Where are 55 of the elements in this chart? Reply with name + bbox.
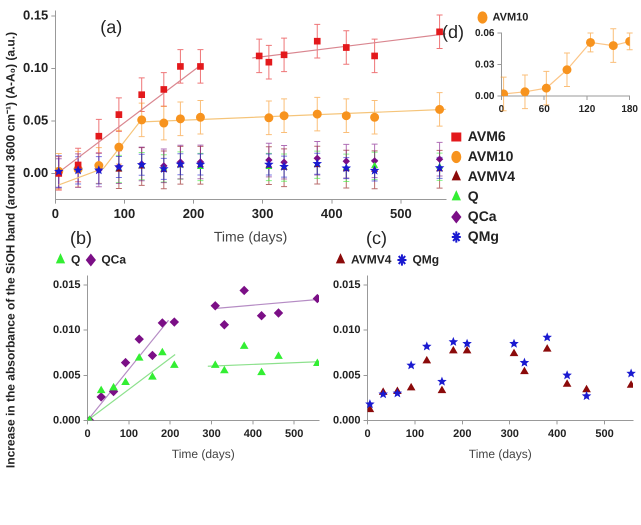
legend-label: Q (71, 252, 80, 266)
x-tick-label: 100 (114, 206, 136, 221)
y-tick-label: 0.06 (474, 28, 495, 39)
x-axis-title: Time (days) (214, 228, 288, 244)
legend-label: QCa (468, 208, 497, 224)
x-tick-label: 500 (285, 428, 304, 440)
x-tick-label: 400 (244, 428, 262, 440)
text: (b) (70, 228, 92, 248)
x-tick-label: 300 (202, 428, 221, 440)
y-tick-label: 0.005 (52, 369, 81, 382)
x-tick-label: 180 (621, 104, 638, 115)
legend-label: AVM10 (468, 148, 514, 164)
y-tick-label: 0.00 (22, 164, 48, 180)
x-tick-label: 300 (500, 428, 519, 440)
x-tick-label: 500 (595, 428, 614, 440)
legend-label: AVMV4 (468, 168, 516, 184)
x-tick-label: 400 (320, 206, 343, 221)
x-tick-label: 100 (120, 428, 138, 440)
y-tick-label: 0.005 (332, 369, 361, 382)
x-tick-label: 200 (453, 428, 472, 440)
y-tick-label: 0.10 (22, 60, 48, 76)
x-tick-label: 400 (548, 428, 566, 440)
legend-label: AVM6 (468, 128, 506, 144)
y-tick-label: 0.015 (332, 279, 361, 292)
legend-label: AVM10 (492, 12, 528, 24)
y-tick-label: 0.15 (22, 8, 48, 23)
y-tick-label: 0.03 (474, 59, 495, 70)
y-tick-label: 0.000 (52, 414, 81, 426)
y-axis-title: Increase in the absorbance of the SiOH band (around 3600 cm⁻¹) (A-A₀) (a.u.) (2, 32, 18, 468)
x-tick-label: 0 (364, 428, 371, 440)
x-tick-label: 0 (52, 206, 59, 221)
y-tick-label: 0.010 (52, 324, 81, 336)
legend-label: AVMV4 (351, 252, 392, 266)
legend-label: QMg (412, 252, 440, 266)
y-tick-label: 0.05 (22, 112, 48, 128)
x-axis-title: Time (days) (172, 447, 235, 462)
x-tick-label: 60 (538, 104, 550, 115)
x-tick-label: 200 (182, 206, 204, 221)
annotation: (d) (442, 22, 464, 42)
x-tick-label: 500 (390, 206, 412, 221)
y-tick-label: 0.010 (332, 324, 361, 336)
x-tick-label: 0 (84, 428, 91, 440)
x-tick-label: 300 (252, 206, 274, 221)
x-tick-label: 100 (406, 428, 424, 440)
x-tick-label: 120 (578, 104, 596, 115)
y-tick-label: 0.000 (332, 414, 361, 426)
x-tick-label: 200 (161, 428, 180, 440)
legend-label: QCa (101, 252, 126, 266)
text: (c) (366, 228, 387, 248)
legend-label: QMg (468, 228, 499, 244)
legend-label: Q (468, 188, 479, 204)
x-axis-title: Time (days) (468, 447, 532, 462)
y-tick-label: 0.015 (52, 279, 81, 292)
y-tick-label: 0.00 (474, 90, 495, 102)
annotation: (a) (100, 16, 122, 37)
